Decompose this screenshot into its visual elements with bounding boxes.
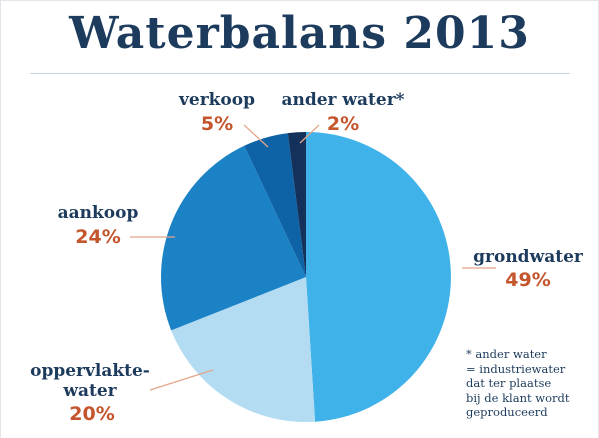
slice-value-aankoop: 24% (75, 226, 120, 248)
footnote-line: bij de klant wordt (466, 390, 570, 405)
footnote-line: geproduceerd (466, 405, 548, 419)
slice-value-grondwater: 49% (505, 269, 550, 291)
slice-label-aankoop: aankoop (58, 203, 139, 223)
footnote-line: * ander water (466, 347, 547, 361)
leader-line-oppervlakte (149, 369, 214, 391)
pie-slice-grondwater (306, 132, 451, 422)
slice-label-oppervlakte: oppervlakte-water (30, 361, 150, 401)
frame-top-border (0, 0, 599, 1)
footnote: * ander water = industriewater dat ter pla… (466, 347, 594, 420)
slice-value-verkoop: 5% (201, 113, 233, 135)
pie-slice-verkoop (244, 133, 306, 277)
pie-slice-oppervlakte (171, 277, 316, 422)
slice-label-verkoop: verkoop (178, 90, 255, 110)
pie-slices (160, 132, 451, 422)
slice-value-ander-water: 2% (327, 113, 359, 135)
pie-slice-aankoop (160, 145, 306, 331)
leader-line-verkoop (243, 124, 269, 148)
footnote-line: = industriewater (466, 361, 566, 376)
footnote-line: dat ter plaatse (466, 376, 552, 390)
title-divider (30, 73, 570, 74)
frame-left-border (0, 0, 1, 438)
chart-title: Waterbalans 2013 (69, 8, 530, 59)
pie-slice-ander-water (287, 132, 306, 277)
slice-value-oppervlakte: 20% (69, 403, 114, 425)
leader-line-ander-water (299, 124, 320, 144)
slice-label-ander-water: ander water* (281, 90, 404, 110)
slice-label-grondwater: grondwater (473, 247, 584, 267)
